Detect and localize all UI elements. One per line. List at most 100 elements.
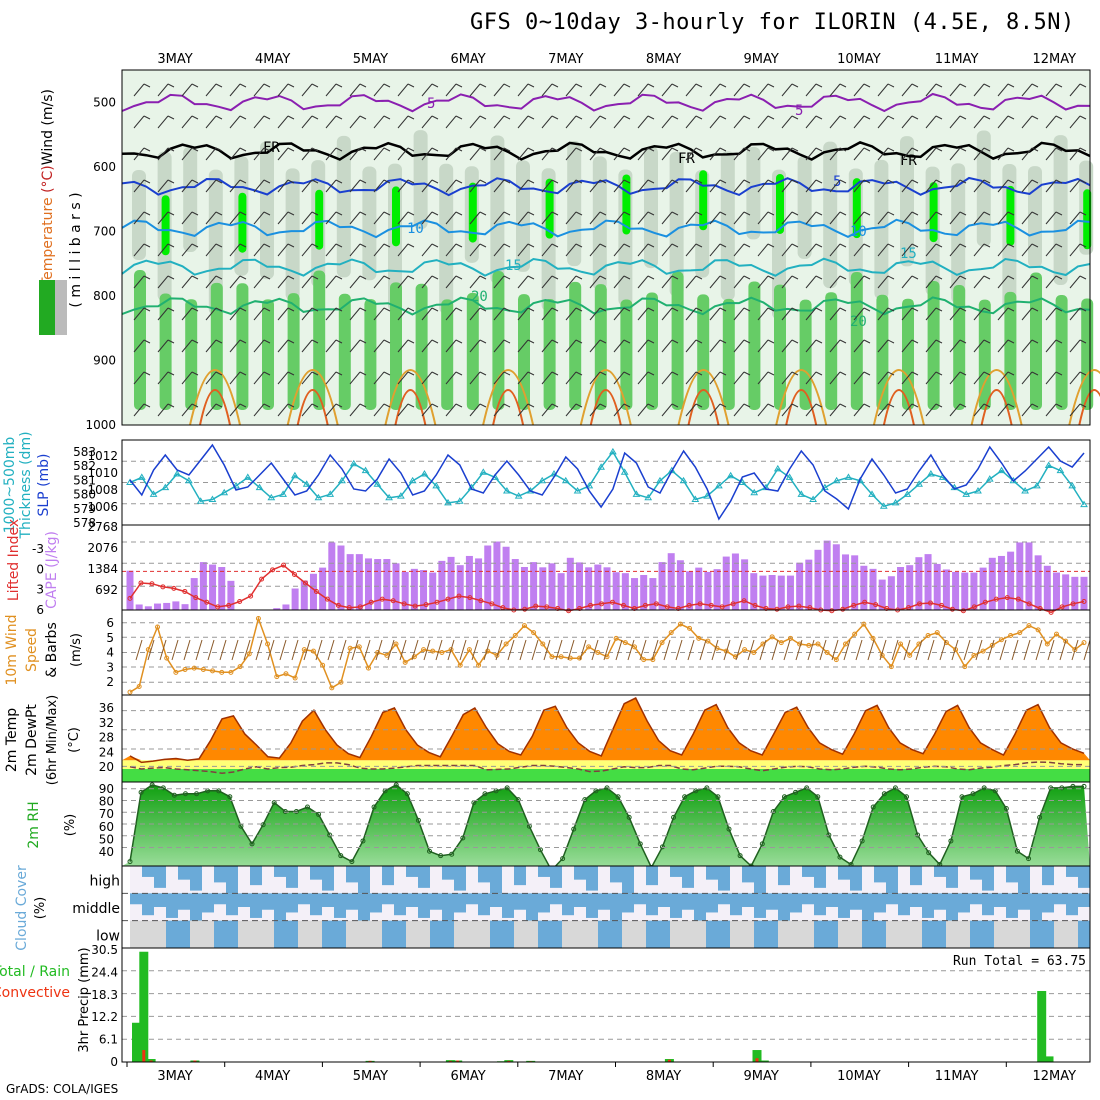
wind-barb — [661, 83, 673, 97]
wind-barb — [589, 339, 601, 353]
cape-bar — [777, 575, 785, 610]
wind-barb — [757, 83, 769, 97]
cloud-high-bar — [706, 866, 718, 880]
cloud-high-bar — [982, 866, 994, 891]
wind-barb — [205, 83, 217, 97]
wind-barb-flag — [671, 83, 679, 88]
cape-bar — [575, 562, 583, 610]
wind-barb — [637, 371, 649, 385]
cloud-low-bar — [406, 920, 418, 948]
cloud-high-bar — [190, 866, 202, 891]
wind-barb-flag — [287, 403, 295, 408]
wind-speed-point — [824, 650, 830, 655]
wind-barb-flag — [551, 179, 559, 184]
wind-speed-point — [402, 659, 408, 665]
wind-barb — [277, 403, 289, 417]
wind10m-barb — [555, 639, 563, 661]
cloud-high-bar — [490, 866, 502, 894]
wind-barb — [565, 211, 577, 225]
cape-bar — [475, 558, 483, 610]
wind-barb-flag — [239, 147, 247, 152]
wind-barb — [1045, 275, 1057, 289]
wind-barb — [661, 115, 673, 129]
wind-barb-flag — [215, 179, 223, 184]
wind10m-barb — [675, 639, 683, 661]
wind-barb — [1069, 243, 1081, 257]
slp-tick: 1010 — [87, 466, 118, 480]
wind-barb — [853, 115, 865, 129]
thickness-point — [338, 476, 346, 484]
cloud-middle-bar — [742, 893, 754, 907]
wind-barb-flag — [431, 243, 439, 248]
wind-barb — [757, 179, 769, 193]
wind-barb — [133, 83, 145, 97]
rh-region-bright — [776, 173, 784, 234]
wind-barb — [925, 115, 937, 129]
wind-speed-point — [677, 621, 683, 627]
cloud-low-bar — [958, 920, 970, 948]
wind-speed-point — [1026, 623, 1032, 629]
wind-barb — [733, 275, 745, 289]
wind-barb — [949, 179, 961, 193]
wind-barb — [973, 243, 985, 257]
cloud-low-bar — [382, 920, 394, 948]
wind-barb-flag — [695, 115, 703, 120]
rh-region-bright — [929, 182, 938, 243]
cape-bar — [420, 570, 428, 610]
upper-air-ylabel-part: (m/s) — [40, 89, 56, 130]
wind-barb — [877, 243, 889, 257]
wind-speed-point — [787, 635, 793, 641]
cloud-middle-bar — [310, 893, 322, 916]
thickness-point — [503, 487, 511, 494]
wind-barb — [157, 275, 169, 289]
rh-region-mid — [669, 151, 684, 297]
wind-barb — [829, 179, 841, 193]
wind-barb-flag — [671, 339, 679, 344]
wind-barb — [685, 243, 697, 257]
cloud-middle-bar — [790, 893, 802, 913]
wind-barb-flag — [431, 179, 439, 184]
wind-barb — [613, 115, 625, 129]
wind-barb — [421, 275, 433, 289]
cloud-high-bar — [478, 866, 490, 883]
wind-barb — [949, 83, 961, 97]
wind-barb — [877, 339, 889, 353]
wind-barb-flag — [263, 403, 271, 408]
wind10m-barb — [327, 639, 335, 661]
wind-barb-flag — [575, 307, 583, 312]
wind10m-barb — [759, 639, 767, 661]
cape-bar — [832, 544, 840, 610]
wind10m-barb — [351, 639, 359, 661]
rh2m-point — [349, 859, 355, 865]
wind-barb — [397, 403, 409, 417]
cape-bar — [805, 559, 813, 610]
cloud-middle-bar — [1030, 893, 1042, 921]
wind-barb-flag — [647, 307, 655, 312]
wind-barb — [373, 147, 385, 161]
wind10m-barb — [699, 639, 707, 661]
cloud-middle-bar — [922, 893, 934, 918]
wind-barb-flag — [575, 275, 583, 280]
wind-barb — [349, 339, 361, 353]
wind-barb — [829, 307, 841, 321]
wind-barb — [685, 403, 697, 417]
wind-barb-flag — [791, 179, 799, 184]
wind-speed-point — [632, 644, 638, 650]
wind-barb — [277, 179, 289, 193]
wind-barb — [325, 371, 337, 385]
contour-label: FR — [900, 153, 917, 169]
cloud-low-bar — [598, 920, 610, 948]
wind-barb-flag — [599, 275, 607, 280]
wind-barb-flag — [791, 403, 799, 408]
wind10m-barb — [807, 639, 815, 661]
cloud-middle-bar — [298, 893, 310, 905]
rh-region-mid — [976, 130, 991, 247]
cloud-level-label: middle — [72, 901, 120, 917]
wind-barb-flag — [935, 179, 943, 184]
wind-barb-flag — [359, 243, 367, 248]
wind10m-barb — [435, 639, 443, 661]
wind-barb-flag — [263, 243, 271, 248]
wind-barb — [349, 307, 361, 321]
cape-bar — [897, 567, 905, 610]
